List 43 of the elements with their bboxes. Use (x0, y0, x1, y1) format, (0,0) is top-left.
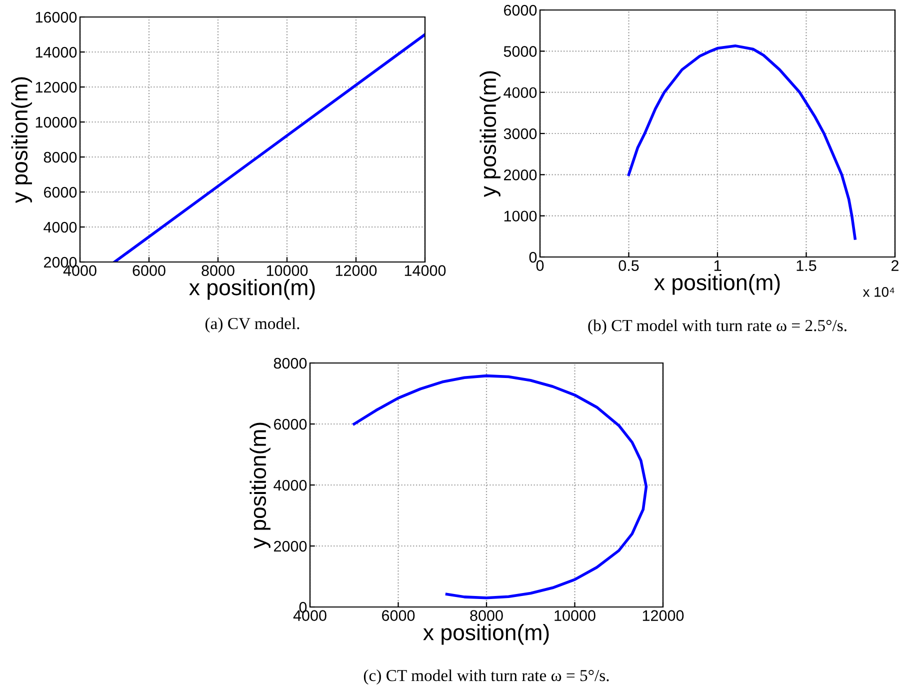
y-tick-label: 8000 (44, 152, 77, 163)
y-tick-label: 2000 (274, 540, 307, 552)
y-tick-label: 4000 (44, 222, 77, 233)
y-tick-label: 3000 (504, 128, 537, 140)
y-tick-label: 12000 (36, 82, 77, 93)
x-axis-title: x position(m) (654, 274, 780, 295)
y-tick-label: 5000 (504, 46, 537, 57)
y-tick-label: 6000 (504, 4, 537, 16)
x-tick-label: 10000 (554, 610, 596, 621)
x-tick-label: 0.5 (618, 260, 639, 271)
y-tick-label: 6000 (44, 186, 77, 198)
y-tick-label: 2000 (504, 170, 537, 180)
x-tick-label: 1.5 (796, 260, 816, 271)
x-tick-label: 6000 (382, 610, 415, 621)
line-series (352, 374, 648, 600)
y-tick-label: 16000 (36, 12, 77, 23)
y-axis-title: y position(m) (250, 422, 270, 549)
y-tick-label: 4000 (504, 87, 537, 98)
x-tick-label: 14000 (404, 265, 446, 276)
x-tick-label: 2 (892, 260, 898, 271)
y-tick-label: 4000 (274, 480, 307, 491)
text: (a) CV model. (205, 317, 300, 333)
x-tick-label: 8000 (470, 610, 503, 621)
text: (b) CT model with turn rate ω = 2.5°/s. (588, 319, 846, 335)
y-tick-label: 1000 (504, 210, 537, 222)
x-tick-label: 12000 (336, 265, 377, 276)
y-tick-label: 14000 (36, 46, 77, 58)
y-tick-label: 10000 (36, 116, 77, 128)
x-axis-title: x position(m) (423, 624, 549, 645)
y-tick-label: 6000 (274, 418, 307, 430)
x-tick-label: 6000 (132, 265, 166, 276)
y-axis-title: y position(m) (480, 71, 500, 198)
y-tick-label: 0 (529, 252, 537, 263)
x-tick-label: 12000 (642, 610, 684, 621)
x-axis-title: x position(m) (189, 279, 315, 300)
y-axis-title: y position(m) (11, 77, 32, 204)
x-tick-label: 8000 (202, 265, 234, 276)
text: (c) CT model with turn rate ω = 5°/s. (364, 669, 609, 685)
text: x 10⁴ (862, 287, 894, 297)
x-tick-label: 1 (714, 260, 722, 271)
y-tick-label: 8000 (274, 358, 307, 369)
x-tick-label: 0 (536, 260, 544, 271)
line-series (627, 44, 856, 240)
